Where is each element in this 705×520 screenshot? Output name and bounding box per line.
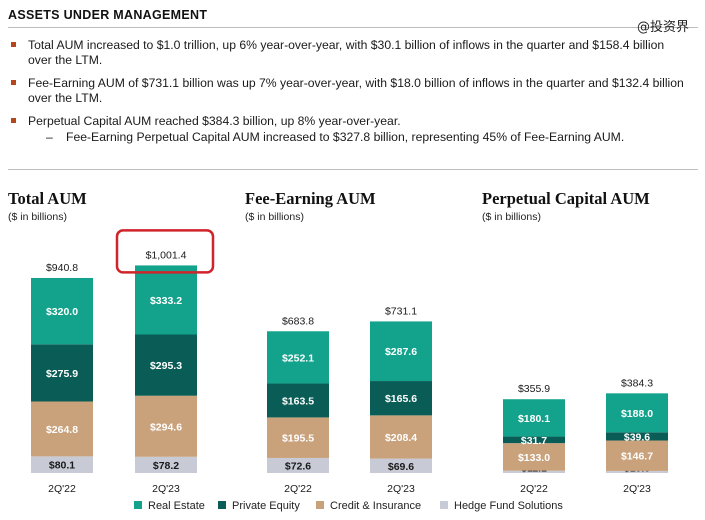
bar-segment-credit-insurance [370,415,432,459]
bar-value-label: $180.1 [518,413,550,425]
legend-item-credit-insurance: Credit & Insurance [316,500,421,512]
bar-segment-real-estate [267,331,329,384]
bar-total-label: $1,001.4 [146,249,187,261]
bar-segment-hedge-fund-solutions [31,456,93,473]
section-title: ASSETS UNDER MANAGEMENT [8,8,208,22]
bar-total-label: $940.8 [46,262,78,274]
legend-label: Private Equity [232,500,300,512]
bar-segment-private-equity [135,334,197,396]
bar-segment-hedge-fund-solutions [606,470,668,473]
bar-segment-hedge-fund-solutions [503,470,565,473]
chart-fee-earning-aum: $72.6 $195.5 $163.5 $252.1 $683.8 2Q'22 $69.6 $… [267,305,432,495]
legend-label: Hedge Fund Solutions [454,500,563,512]
x-axis-tick-label: 2Q'23 [152,483,180,495]
legend-swatch [218,501,226,509]
sub-bullet-item: – Fee-Earning Perpetual Capital AUM incr… [28,130,690,145]
bar-value-label: $294.6 [150,421,182,433]
sub-bullet-marker: – [46,130,53,144]
bar-value-label: $195.5 [282,433,314,445]
bar-value-label: $133.0 [518,452,550,464]
bar-value-label: $163.5 [282,395,314,407]
chart-unit-fee-earning-aum: ($ in billions) [245,211,304,223]
bar-value-label: $165.6 [385,393,417,405]
x-axis-tick-label: 2Q'23 [623,483,651,495]
bullet-marker [11,80,16,85]
bar-value-label: $72.6 [285,460,311,472]
highlight-box [115,229,215,274]
bar-value-label: $188.0 [621,408,653,420]
bar-segment-private-equity [267,383,329,418]
bar-segment-private-equity [370,381,432,416]
legend-swatch [440,501,448,509]
bar-value-label: $80.1 [49,460,75,472]
section-header: ASSETS UNDER MANAGEMENT [8,5,698,28]
legend-label: Real Estate [148,500,205,512]
sub-bullet-text: Fee-Earning Perpetual Capital AUM increa… [66,130,625,144]
chart-perpetual-capital-aum: $11.1$133.0$31.7$180.1$355.92Q'22$10.0$1… [503,377,668,495]
bar-segment-credit-insurance [31,401,93,457]
bar-value-label: $252.1 [282,352,314,364]
bar-segment-private-equity [31,344,93,402]
chart-total-aum: $80.1 $264.8 $275.9 $320.0 $940.8 2Q'22 $78.2 $… [31,229,215,495]
bar-segment-real-estate [370,321,432,382]
legend-item-private-equity: Private Equity [218,500,300,512]
chart-title-perpetual-capital-aum: Perpetual Capital AUM [482,189,650,208]
bar-value-label: $31.7 [521,435,547,447]
x-axis-tick-label: 2Q'22 [48,483,76,495]
bullet-text: Perpetual Capital AUM reached $384.3 bil… [28,114,401,128]
x-axis-tick-label: 2Q'22 [520,483,548,495]
bullet-marker [11,118,16,123]
bar-segment-hedge-fund-solutions [267,457,329,473]
bar-value-label: $39.6 [624,431,650,443]
bar-segment-credit-insurance [606,440,668,471]
bar-total-label: $683.8 [282,315,314,327]
bar-value-label: $69.6 [388,461,414,473]
bar-total-label: $731.1 [385,305,417,317]
bar-value-label: $320.0 [46,306,78,318]
x-axis-tick-label: 2Q'23 [387,483,415,495]
bar-total-label: $355.9 [518,383,550,395]
bar-segment-private-equity [606,432,668,441]
legend-swatch [316,501,324,509]
bar-value-label: $275.9 [46,368,78,380]
bullet-item: Total AUM increased to $1.0 trillion, up… [10,38,690,68]
bar-total-label: $384.3 [621,377,653,389]
section-divider [8,169,698,170]
bar-value-label: $264.8 [46,424,78,436]
bar-value-label: $287.6 [385,346,417,358]
bullet-list: Total AUM increased to $1.0 trillion, up… [10,38,690,153]
bar-segment-credit-insurance [267,417,329,458]
bar-segment-real-estate [606,393,668,433]
x-axis-tick-label: 2Q'22 [284,483,312,495]
bar-value-label: $333.2 [150,295,182,307]
legend-swatch [134,501,142,509]
bullet-text: Total AUM increased to $1.0 trillion, up… [28,38,665,67]
bar-segment-private-equity [503,436,565,444]
bar-segment-real-estate [31,277,93,345]
chart-unit-total-aum: ($ in billions) [8,211,67,223]
bar-segment-credit-insurance [135,395,197,457]
bar-segment-real-estate [503,399,565,437]
bar-value-label: $146.7 [621,451,653,463]
bar-value-label: $78.2 [153,460,179,472]
bar-value-label: $295.3 [150,360,182,372]
bullet-marker [11,42,16,47]
bullet-item: Fee-Earning AUM of $731.1 billion was up… [10,76,690,106]
bar-segment-hedge-fund-solutions [370,458,432,473]
watermark: @投资界 [636,20,689,35]
bar-segment-real-estate [135,265,197,335]
chart-unit-perpetual-capital-aum: ($ in billions) [482,211,541,223]
legend-label: Credit & Insurance [330,500,422,512]
bar-value-label: $208.4 [385,432,417,444]
legend-item-real-estate: Real Estate [134,500,205,512]
chart-title-total-aum: Total AUM [8,189,87,208]
bar-segment-hedge-fund-solutions [135,456,197,473]
bullet-text: Fee-Earning AUM of $731.1 billion was up… [28,76,684,105]
chart-title-fee-earning-aum: Fee-Earning AUM [245,189,376,208]
legend-item-hedge-fund-solutions: Hedge Fund Solutions [440,500,563,512]
bullet-item: Perpetual Capital AUM reached $384.3 bil… [10,114,690,145]
bar-segment-credit-insurance [503,443,565,471]
